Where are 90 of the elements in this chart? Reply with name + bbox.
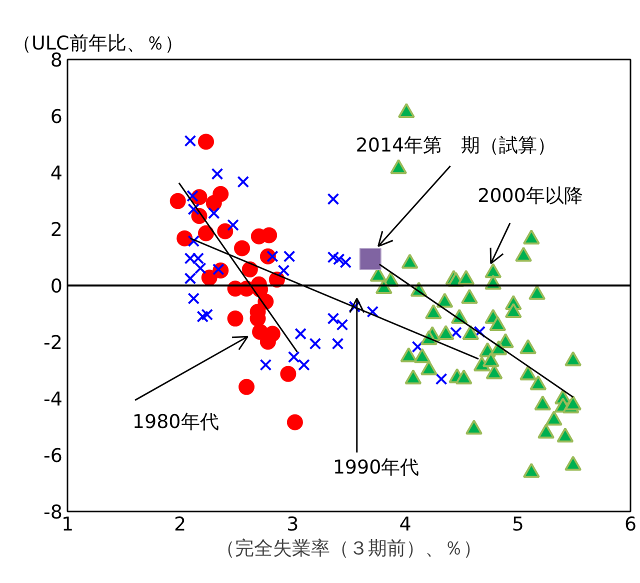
point (227, 219, 239, 231)
point (450, 326, 462, 339)
y-tick-label: -2 (44, 332, 63, 354)
point (206, 195, 222, 211)
point (340, 256, 352, 268)
y-tick-label: 2 (50, 219, 63, 241)
x-tick-label: 1 (61, 514, 74, 536)
point (208, 207, 220, 220)
point (564, 351, 582, 366)
point (420, 360, 438, 376)
point (482, 352, 500, 368)
point (400, 347, 418, 362)
point (359, 248, 382, 270)
point (278, 264, 290, 276)
point (462, 324, 480, 340)
annotation: 1990年代 (332, 456, 420, 478)
point (336, 318, 348, 331)
point (530, 375, 547, 390)
point (238, 378, 255, 395)
annotation: 2000年以降 (478, 184, 583, 207)
point (327, 193, 340, 206)
point (242, 261, 258, 278)
point (170, 193, 186, 210)
point (294, 328, 307, 340)
point (424, 304, 442, 320)
point (474, 326, 486, 338)
point (198, 225, 214, 242)
point (234, 240, 250, 256)
point (538, 424, 555, 439)
point (198, 134, 214, 150)
y-tick-label: 0 (50, 276, 63, 298)
point (186, 190, 198, 202)
point (201, 270, 218, 286)
point (404, 369, 422, 384)
point (545, 410, 562, 426)
point (437, 324, 454, 340)
point (217, 223, 234, 240)
x-tick-label: 6 (624, 514, 637, 536)
point (564, 456, 582, 471)
point (435, 373, 448, 385)
y-tick-label: -4 (44, 388, 63, 410)
x-tick-label: 2 (174, 514, 186, 536)
point (348, 300, 361, 313)
point (520, 365, 537, 380)
point (556, 428, 574, 443)
point (564, 395, 582, 410)
point (184, 134, 196, 147)
point (261, 227, 278, 244)
point (327, 312, 340, 324)
point (260, 358, 272, 371)
point (196, 310, 209, 323)
y-tick-label: 8 (50, 50, 63, 72)
point (237, 176, 250, 188)
point (455, 369, 472, 384)
point (280, 366, 296, 382)
point (298, 358, 310, 371)
point (188, 203, 200, 216)
point (184, 272, 196, 284)
annotation: 2014年第 期（試算） (356, 134, 556, 157)
point (309, 338, 322, 350)
point (283, 250, 296, 262)
point (414, 348, 431, 364)
point (332, 253, 345, 266)
x-tick-label: 3 (286, 514, 299, 536)
y-tick-label: 6 (50, 106, 63, 128)
point (327, 251, 340, 264)
point (366, 306, 379, 318)
y-tick-label: -6 (44, 445, 63, 467)
point (534, 395, 552, 410)
point (520, 339, 537, 354)
point (489, 316, 506, 331)
y-tick-label: -8 (44, 502, 63, 524)
point (436, 292, 454, 308)
x-tick-label: 5 (512, 514, 524, 536)
point (176, 230, 193, 246)
point (522, 462, 540, 478)
point (332, 338, 344, 350)
point (201, 308, 214, 321)
point (194, 262, 206, 274)
point (211, 168, 224, 180)
y-tick-label: 4 (50, 162, 63, 184)
x-axis-title: （完全失業率（３期前）、％） (216, 538, 482, 560)
point (288, 351, 300, 363)
point (227, 310, 244, 327)
annotation: 1980年代 (132, 411, 219, 434)
point (188, 292, 200, 304)
x-tick-label: 4 (399, 514, 412, 536)
point (486, 364, 503, 380)
point (188, 235, 200, 248)
point (465, 420, 482, 435)
